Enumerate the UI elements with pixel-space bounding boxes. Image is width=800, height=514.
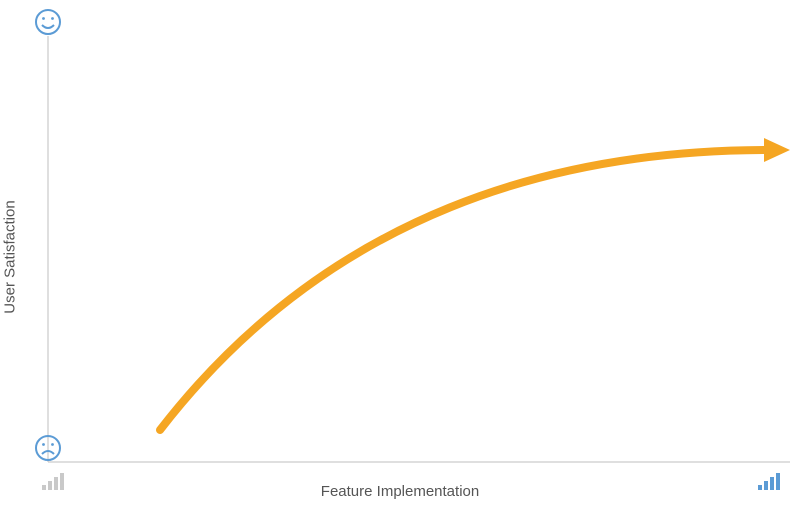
smile-icon (36, 10, 60, 34)
curve-arrowhead-icon (764, 138, 790, 162)
chart-container: User Satisfaction Feature Implementation (0, 0, 800, 514)
bars-high-icon (758, 473, 780, 490)
bars-low-icon (42, 473, 64, 490)
chart-svg (0, 0, 800, 514)
satisfaction-curve (160, 150, 768, 430)
